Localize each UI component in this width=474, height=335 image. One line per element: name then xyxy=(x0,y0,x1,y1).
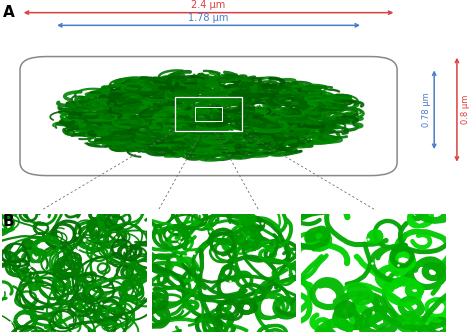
Text: 1.78 μm: 1.78 μm xyxy=(188,13,229,23)
Text: 0.78 μm: 0.78 μm xyxy=(422,92,431,127)
Bar xyxy=(175,97,242,131)
Bar xyxy=(195,107,222,121)
Text: A: A xyxy=(3,5,15,20)
Text: 2.4 μm: 2.4 μm xyxy=(191,0,226,10)
FancyBboxPatch shape xyxy=(20,57,397,176)
Text: B: B xyxy=(2,214,14,229)
Text: 0.8 μm: 0.8 μm xyxy=(462,95,471,124)
